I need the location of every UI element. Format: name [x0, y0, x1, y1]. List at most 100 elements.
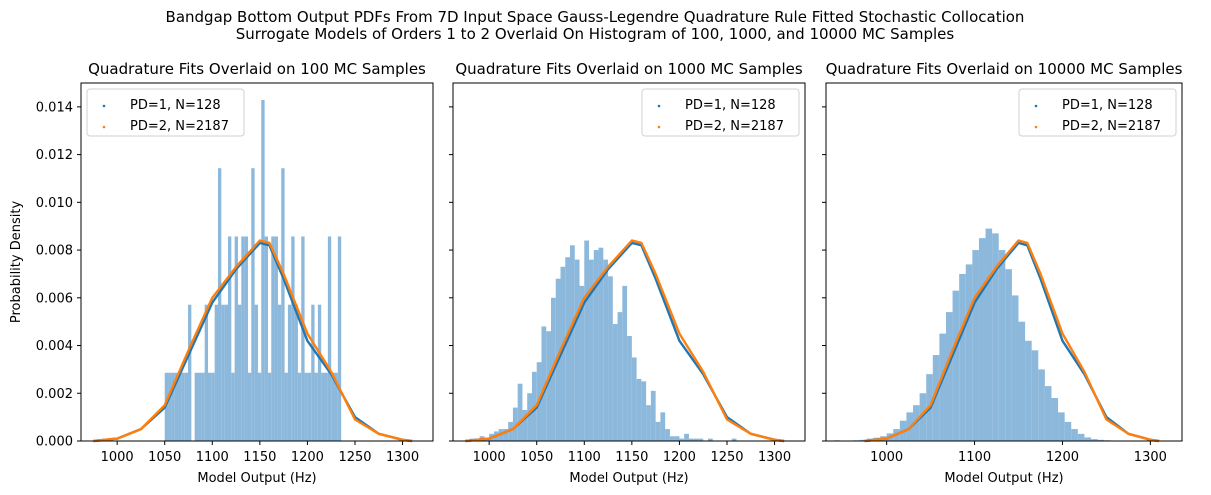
histogram-bar — [978, 238, 986, 441]
suptitle-line-2: Surrogate Models of Orders 1 to 2 Overla… — [236, 25, 955, 43]
histogram-bar — [164, 372, 169, 441]
histogram-bar — [1044, 386, 1052, 441]
x-axis-label: Model Output (Hz) — [197, 471, 316, 486]
histogram-bar — [641, 381, 647, 441]
legend-box — [86, 88, 245, 137]
histogram-bar — [171, 372, 175, 441]
histogram-bar — [698, 438, 704, 441]
y-tick-label: 0.008 — [36, 244, 73, 259]
histogram-bar — [178, 372, 182, 441]
histogram-bar — [1071, 429, 1078, 441]
histogram-bar — [965, 264, 973, 441]
legend-box — [1018, 88, 1177, 137]
legend-label-pd2: PD=2, N=2187 — [130, 119, 229, 134]
series-line-pd2 — [864, 239, 1160, 443]
histogram-bar — [264, 236, 268, 441]
histogram-bar — [688, 438, 694, 441]
histogram-bar — [512, 407, 518, 441]
legend-box — [641, 88, 800, 137]
legend-marker-pd1 — [102, 104, 106, 108]
histogram-bar — [932, 355, 940, 441]
histogram-bar — [646, 405, 651, 441]
legend-label-pd2: PD=2, N=2187 — [1062, 119, 1161, 134]
histogram-bar — [627, 335, 632, 441]
x-tick-label: 1250 — [710, 450, 743, 465]
legend: PD=1, N=128 PD=2, N=2187 — [641, 88, 800, 137]
histogram-bar — [317, 304, 322, 441]
histogram-bar — [919, 393, 927, 441]
histogram-bar — [204, 304, 209, 441]
histogram-bar — [194, 372, 199, 441]
histogram-bar — [522, 409, 528, 441]
histogram-bar — [297, 372, 302, 441]
histogram-bar — [679, 438, 685, 441]
histogram-bar — [1038, 369, 1045, 441]
histogram-bar — [304, 372, 308, 441]
histogram-bar — [291, 236, 295, 441]
histogram-bar — [267, 372, 272, 441]
histogram-bar — [674, 436, 680, 441]
histogram-bar — [1097, 439, 1105, 441]
histogram-bar — [237, 304, 242, 441]
panels: 1000 1050 1100 1150 1200 1250 1300 0.000 0.002 0.… — [9, 60, 1184, 486]
series-line-pd2 — [465, 239, 785, 443]
histogram-bar — [617, 312, 623, 441]
histogram-bar — [184, 372, 189, 441]
histogram-bar — [181, 372, 185, 441]
legend-label-pd1: PD=1, N=128 — [685, 98, 776, 113]
x-tick-label: 1250 — [338, 450, 371, 465]
histogram-bar — [565, 257, 571, 441]
histogram-bar — [251, 168, 255, 442]
x-tick-label: 1000 — [473, 450, 506, 465]
histogram-bar — [945, 312, 953, 441]
histogram-bar — [1011, 295, 1019, 441]
histogram-bar — [247, 372, 252, 441]
histogram-bar — [301, 236, 305, 441]
histogram-bar — [707, 438, 713, 441]
histogram-bar — [311, 304, 315, 441]
x-tick-label: 1300 — [758, 450, 791, 465]
histogram-bar — [261, 99, 265, 441]
x-tick-label: 1150 — [615, 450, 648, 465]
histogram-bar — [334, 372, 338, 441]
histogram-bar — [939, 333, 946, 441]
histogram-bar — [508, 421, 513, 441]
histogram-bar — [217, 168, 222, 442]
histogram-bar — [287, 304, 292, 441]
histogram-bar — [1051, 398, 1059, 441]
histogram-bar — [331, 372, 335, 441]
histogram-bar — [324, 372, 328, 441]
y-tick-label: 0.010 — [36, 196, 73, 211]
series-line-pd2 — [93, 239, 413, 443]
histogram-bar — [593, 250, 599, 441]
histogram-bar — [660, 412, 666, 441]
plot-frame — [825, 82, 1183, 442]
histogram-bar — [274, 236, 278, 441]
histogram-bar — [589, 259, 594, 441]
histogram-bar — [1064, 421, 1072, 441]
histogram-bar — [622, 285, 628, 441]
histogram-bar — [959, 273, 966, 441]
y-tick-label: 0.012 — [36, 148, 73, 163]
histogram-bar — [294, 304, 298, 441]
suptitle-line-1: Bandgap Bottom Output PDFs From 7D Input… — [166, 8, 1025, 26]
histogram-bar — [201, 372, 205, 441]
histogram-bar — [244, 236, 248, 441]
histogram-bar — [327, 236, 332, 441]
histogram-bar — [579, 285, 585, 441]
x-axis-label: Model Output (Hz) — [944, 471, 1063, 486]
histogram-bar — [1058, 412, 1065, 441]
histogram-bar — [972, 250, 979, 441]
histogram-bar — [241, 236, 245, 441]
legend-marker-pd2 — [102, 125, 106, 129]
histogram-bar — [952, 290, 960, 441]
histogram-bar — [314, 372, 318, 441]
histogram-bar — [337, 236, 342, 441]
histogram-bar — [631, 357, 637, 441]
histogram-bar — [541, 326, 547, 441]
x-tick-label: 1200 — [291, 450, 324, 465]
histogram-bar — [214, 304, 218, 441]
histogram-bar — [234, 236, 238, 441]
legend: PD=1, N=128 PD=2, N=2187 — [86, 88, 245, 137]
histogram-bar — [277, 304, 282, 441]
